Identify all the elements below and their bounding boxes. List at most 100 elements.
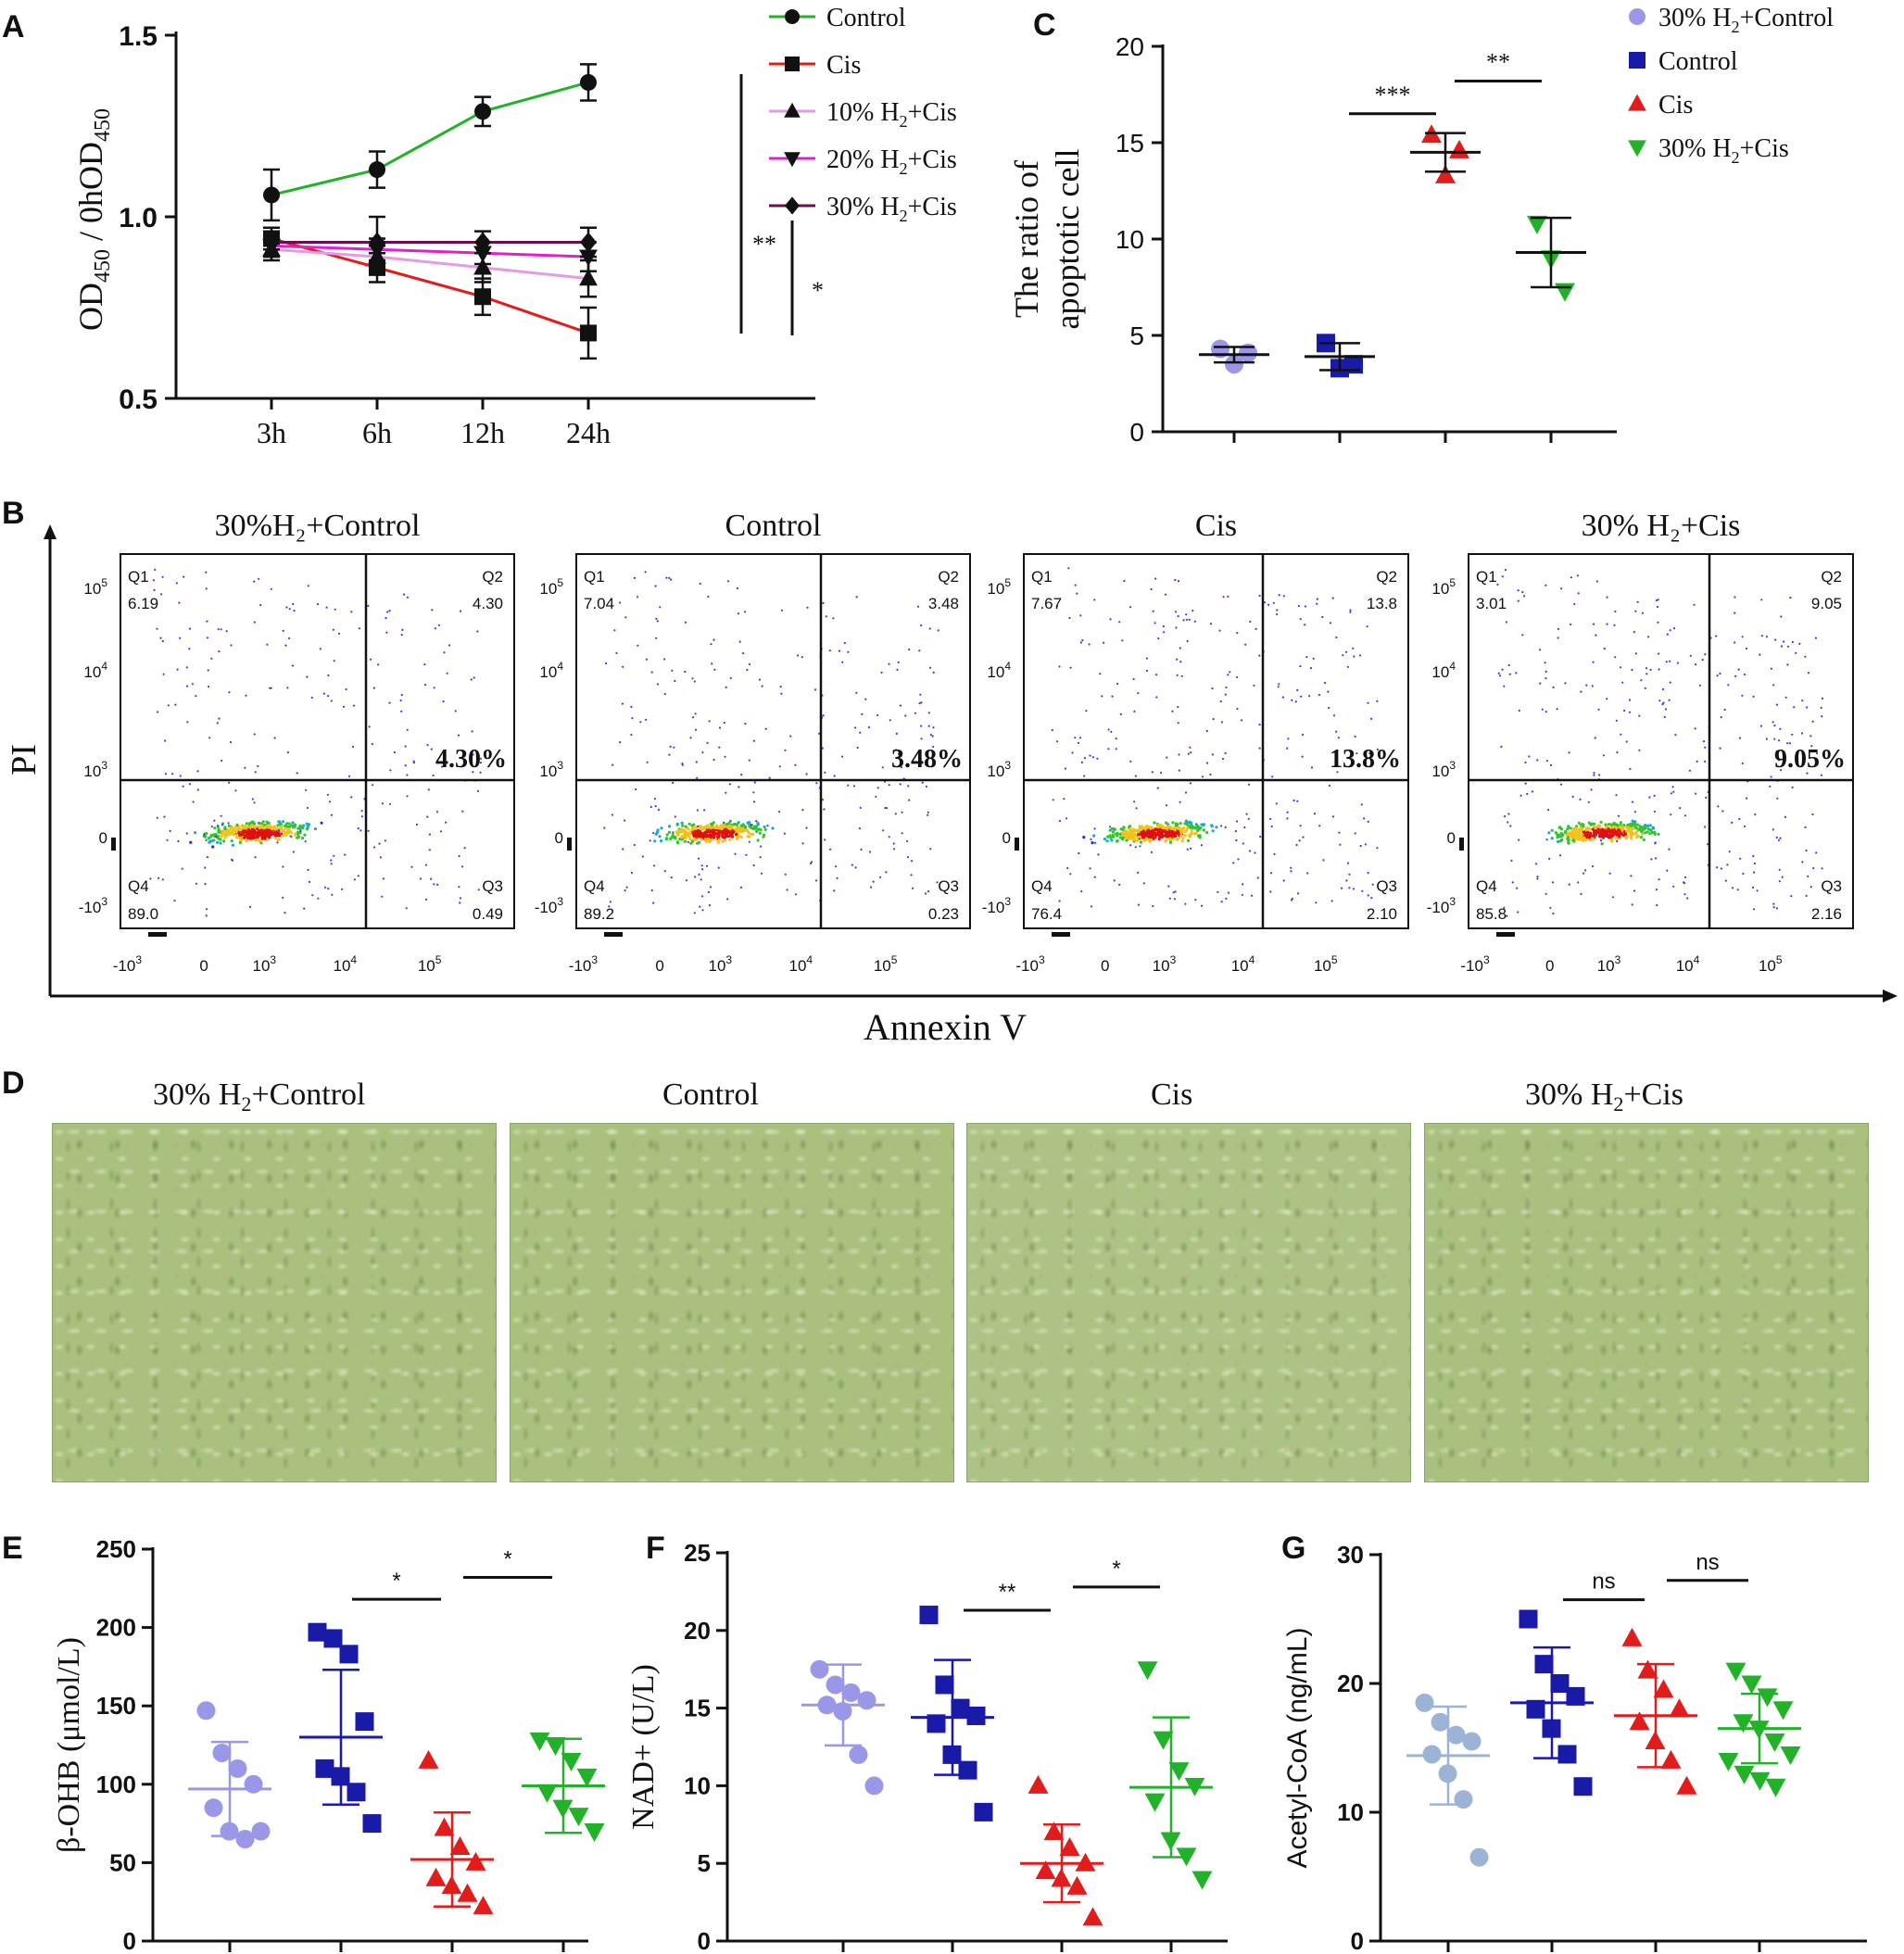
panel-b-event-dot	[342, 705, 346, 709]
panelF-point	[810, 1659, 829, 1679]
panel-b-event-dot	[1777, 739, 1781, 742]
panel-b-event-dot	[1814, 637, 1817, 639]
panelF-point	[864, 1776, 884, 1796]
panel-b-event-dot	[263, 832, 267, 836]
panel-b-ytick-exp: 3	[101, 759, 107, 772]
panel-a-legend-marker	[784, 152, 801, 168]
panel-b-event-dot	[1141, 836, 1145, 839]
panel-b-q3-value: 2.10	[1367, 905, 1397, 923]
panel-b-event-dot	[797, 654, 800, 657]
panel-b-event-dot	[431, 609, 434, 611]
panel-b-event-dot	[1704, 826, 1707, 828]
panel-b-event-dot	[1346, 862, 1350, 864]
panel-b-event-dot	[1720, 867, 1722, 870]
panel-b-event-dot	[1109, 618, 1112, 621]
panel-b-event-dot	[755, 829, 759, 834]
panel-b-event-dot	[794, 763, 797, 766]
panel-a-ylabel: OD450 / 0hOD450	[72, 108, 115, 331]
panel-b-event-dot	[1719, 672, 1721, 675]
panel-b-event-dot	[1574, 827, 1578, 831]
panel-b-event-dot	[675, 840, 680, 844]
panel-b-event-dot	[1090, 838, 1092, 841]
panel-b-event-dot	[284, 912, 286, 914]
panel-b-event-dot	[1164, 593, 1166, 596]
panel-b-event-dot	[1364, 843, 1367, 846]
panel-b-event-dot	[1177, 580, 1180, 583]
panel-b-event-dot	[867, 725, 871, 729]
panel-b-event-dot	[696, 809, 700, 812]
panelE-sig-label: *	[392, 1569, 400, 1594]
panelF-point	[826, 1675, 845, 1695]
panel-b-event-dot	[279, 828, 283, 832]
panel-b-event-dot	[1286, 817, 1289, 820]
panel-b-ytick-exp: 5	[1449, 576, 1456, 589]
panel-b-event-dot	[1567, 841, 1570, 845]
panel-b-ytick-exp: 3	[557, 895, 563, 908]
panel-b-event-dot	[716, 826, 720, 830]
panel-b-event-dot	[177, 839, 180, 843]
panel-b-event-dot	[740, 774, 743, 776]
panel-b-event-dot	[1805, 849, 1808, 852]
panel-b-event-dot	[821, 799, 825, 801]
panel-b-event-dot	[286, 827, 290, 831]
panel-b-event-dot	[1108, 826, 1112, 828]
panel-b-event-dot	[430, 748, 433, 750]
panel-b-event-dot	[1669, 629, 1671, 632]
panel-b-event-dot	[1608, 833, 1612, 837]
panel-b-ytick-base: 0	[555, 829, 563, 847]
panel-b-event-dot	[735, 826, 738, 831]
panel-b-event-dot	[368, 725, 371, 728]
panel-b-event-dot	[1658, 652, 1660, 655]
panel-b-event-dot	[1376, 700, 1379, 702]
panel-b-event-dot	[281, 832, 284, 836]
panel-b-event-dot	[1119, 827, 1123, 831]
panel-a-point	[473, 258, 492, 275]
panel-b-event-dot	[754, 826, 758, 830]
panel-b-event-dot	[230, 644, 233, 647]
panel-b-event-dot	[676, 833, 680, 838]
panel-b-event-dot	[1367, 701, 1369, 704]
panel-b-event-dot	[882, 829, 885, 832]
panel-b-event-dot	[927, 811, 929, 814]
panel-b-event-dot	[768, 776, 771, 779]
panel-b-event-dot	[914, 712, 917, 714]
panel-b-event-dot	[334, 608, 336, 611]
panel-b-event-dot	[708, 720, 711, 723]
panel-b-event-dot	[1507, 663, 1510, 667]
panel-b-event-dot	[1297, 892, 1300, 895]
panel-b-event-dot	[654, 805, 657, 808]
panel-b-event-dot	[405, 907, 408, 910]
panel-b-event-dot	[1122, 826, 1126, 830]
panel-b-event-dot	[828, 649, 831, 652]
panel-b-event-dot	[722, 836, 725, 839]
panel-b-event-dot	[1801, 861, 1804, 864]
panel-b-event-dot	[684, 670, 687, 674]
panel-b-event-dot	[1110, 827, 1114, 831]
panel-b-event-dot	[1804, 826, 1807, 829]
panel-b-event-dot	[737, 612, 740, 615]
panel-b-event-dot	[1568, 883, 1570, 886]
panel-b-event-dot	[1243, 826, 1246, 829]
panel-b-event-dot	[1780, 645, 1784, 648]
panel-b-event-dot	[284, 644, 287, 647]
panel-b-event-dot	[1352, 647, 1355, 649]
panel-b-event-dot	[1577, 881, 1580, 884]
panel-b-event-dot	[687, 835, 691, 838]
panel-b-event-dot	[1155, 827, 1159, 831]
panel-b-event-dot	[1134, 846, 1137, 849]
panel-b-event-dot	[371, 743, 373, 746]
panel-b-event-dot	[1212, 718, 1215, 721]
panel-b-event-dot	[729, 831, 733, 835]
panel-b-event-dot	[479, 762, 483, 764]
panel-b-event-dot	[322, 692, 325, 695]
panel-b-event-dot	[1277, 686, 1280, 688]
panel-b-event-dot	[1273, 852, 1276, 856]
panel-b-event-dot	[1304, 605, 1306, 608]
panel-b-event-dot	[263, 825, 268, 829]
panel-b-event-dot	[1780, 769, 1783, 772]
panel-b-event-dot	[221, 759, 223, 763]
panel-a-legend-marker	[784, 102, 801, 118]
panel-b-event-dot	[348, 775, 351, 777]
panel-b-ytick-base: 10	[539, 763, 557, 780]
